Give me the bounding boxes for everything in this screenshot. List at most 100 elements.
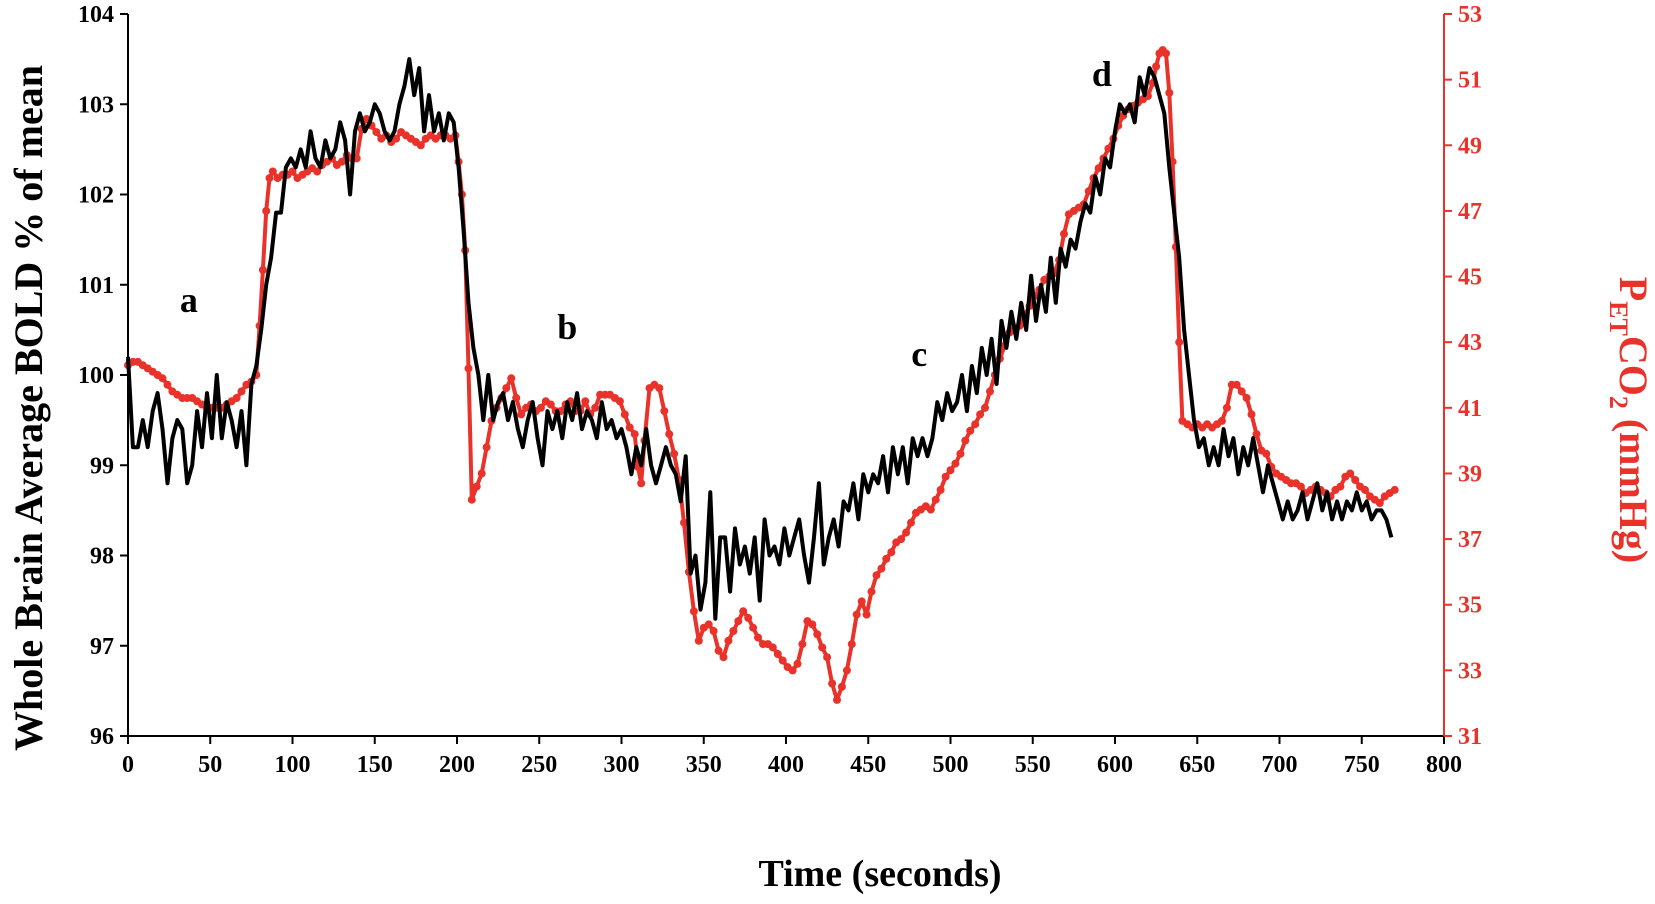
petco2-point (902, 528, 911, 537)
petco2-point (823, 653, 832, 662)
petco2-point (337, 157, 346, 166)
petco2-point (778, 656, 787, 665)
petco2-point (704, 620, 713, 629)
chart-labels: Time (seconds) Whole Brain Average BOLD … (6, 65, 1655, 895)
petco2-point (258, 266, 267, 274)
petco2-point (1175, 338, 1184, 347)
petco2-point (630, 430, 639, 439)
y-right-tick-label: 53 (1458, 2, 1482, 28)
petco2-point (689, 607, 698, 616)
petco2-point (1361, 485, 1369, 494)
petco2-point (808, 620, 817, 629)
petco2-point (416, 141, 425, 150)
petco2-point (477, 469, 486, 478)
petco2-point (313, 167, 322, 176)
petco2-point (956, 449, 965, 458)
petco2-point (665, 430, 674, 439)
x-tick-label: 200 (439, 752, 475, 778)
petco2-point (1247, 410, 1256, 419)
y-right-tick-label: 39 (1458, 461, 1482, 487)
petco2-point (887, 548, 896, 557)
petco2-point (1237, 387, 1246, 396)
petco2-point (754, 633, 762, 642)
petco2-point (163, 380, 172, 389)
petco2-point (729, 627, 738, 635)
petco2-point (372, 128, 381, 137)
petco2-point (847, 640, 856, 649)
petco2-point (1336, 482, 1345, 491)
petco2-point (946, 466, 955, 475)
y-right-tick-label: 33 (1458, 658, 1482, 684)
petco2-point (907, 518, 915, 527)
petco2-point (966, 426, 975, 435)
petco2-point (637, 479, 646, 488)
petco2-point (1152, 62, 1161, 71)
y-right-tick-label: 47 (1458, 199, 1482, 225)
y-right-tick-label: 49 (1458, 133, 1482, 159)
petco2-point (897, 535, 906, 544)
petco2-point (467, 495, 476, 504)
x-tick-label: 550 (1015, 752, 1051, 778)
petco2-point (852, 610, 861, 619)
petco2-point (931, 495, 940, 504)
x-axis-title: Time (seconds) (758, 853, 1001, 895)
y-axis-right-title-sub: ET (1604, 301, 1633, 336)
petco2-point (1296, 482, 1305, 491)
petco2-point (265, 174, 274, 183)
petco2-point (655, 384, 664, 393)
petco2-point (517, 410, 526, 419)
petco2-point (867, 587, 876, 596)
petco2-point (986, 387, 994, 396)
petco2-point (1094, 164, 1103, 173)
petco2-point (1165, 88, 1174, 97)
petco2-point (502, 384, 511, 393)
x-tick-label: 50 (198, 752, 222, 778)
annotation-d: d (1092, 54, 1112, 94)
petco2-point (625, 423, 634, 432)
y-axis-right-title-mid: CO (1611, 336, 1655, 396)
petco2-point (941, 472, 950, 481)
petco2-point (857, 597, 866, 606)
petco2-point (734, 617, 743, 626)
y-left-tick-label: 101 (78, 273, 114, 299)
x-tick-label: 400 (768, 752, 804, 778)
y-left-tick-label: 99 (90, 453, 114, 479)
bold-series (126, 57, 1394, 621)
petco2-point (660, 407, 669, 416)
petco2-point (472, 482, 481, 491)
petco2-point (1222, 403, 1231, 412)
petco2-point (877, 564, 886, 573)
petco2-point (976, 410, 985, 419)
y-right-tick-label: 31 (1458, 724, 1482, 750)
petco2-point (882, 554, 891, 563)
petco2-point (724, 636, 733, 645)
petco2-point (1351, 476, 1360, 484)
petco2-point (392, 134, 401, 143)
petco2-point (581, 397, 590, 406)
y-axis-right-title-sub2: 2 (1604, 396, 1633, 409)
petco2-point (793, 659, 802, 668)
petco2-point (788, 666, 797, 675)
petco2-point (1262, 449, 1271, 458)
petco2-point (872, 571, 881, 580)
petco2-point (926, 505, 935, 514)
petco2-point (842, 666, 851, 675)
y-left-tick-label: 104 (78, 2, 114, 28)
x-tick-label: 800 (1426, 752, 1462, 778)
petco2-point (768, 643, 777, 652)
y-left-tick-label: 102 (78, 183, 114, 209)
y-axis-right-title-main: P (1611, 277, 1655, 301)
petco2-point (694, 636, 703, 645)
chart-axes (127, 14, 1445, 737)
y-axis-left-title: Whole Brain Average BOLD % of mean (6, 65, 51, 751)
petco2-point (237, 387, 246, 396)
x-tick-label: 650 (1179, 752, 1215, 778)
petco2-point (620, 410, 629, 419)
petco2-point (680, 518, 688, 527)
petco2-point (482, 443, 491, 452)
x-tick-label: 150 (357, 752, 393, 778)
petco2-point (507, 374, 516, 383)
petco2-point (709, 627, 718, 635)
petco2-point (268, 167, 277, 176)
petco2-series (124, 46, 1399, 704)
